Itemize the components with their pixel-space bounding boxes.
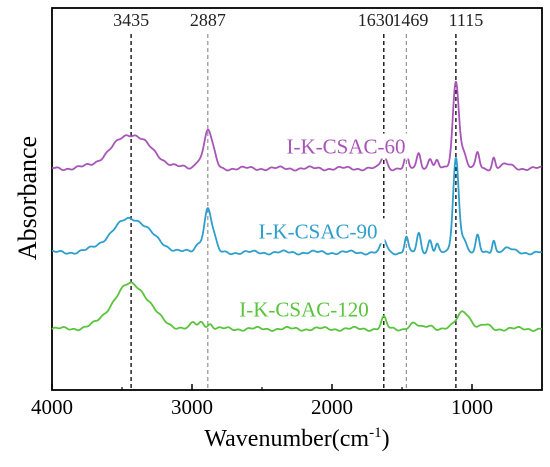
series-label-backdrop (231, 296, 377, 322)
series-line-i-k-csac-60 (51, 80, 543, 172)
x-axis-label-superscript: -1 (369, 425, 382, 441)
y-axis-label: Absorbance (13, 136, 42, 260)
series-line-i-k-csac-120 (51, 281, 543, 332)
series-label-backdrop (251, 218, 385, 244)
x-axis-label-close: ) (382, 426, 390, 452)
x-tick-label-2000: 2000 (311, 395, 353, 419)
peak-reference-lines (130, 34, 457, 390)
plot-frame (51, 7, 543, 391)
series-label-i-k-csac-120: I-K-CSAC-120 (239, 297, 369, 321)
peak-label-2887: 2887 (190, 10, 226, 30)
peak-label-1469: 1469 (392, 10, 428, 30)
x-tick-label-3000: 3000 (171, 395, 213, 419)
series-line-i-k-csac-90 (51, 157, 543, 256)
series-label-backdrop (279, 133, 413, 159)
x-tick-label-4000: 4000 (31, 395, 73, 419)
x-tick-label-1000: 1000 (451, 395, 493, 419)
series-label-i-k-csac-60: I-K-CSAC-60 (287, 135, 406, 159)
peak-label-1630: 1630 (358, 10, 394, 30)
series-group (51, 80, 543, 332)
peak-label-1115: 1115 (449, 10, 484, 30)
series-labels: I-K-CSAC-60 I-K-CSAC-90 I-K-CSAC-120 (231, 133, 413, 322)
x-axis-label: Wavenumber(cm-1) (204, 425, 389, 452)
x-axis-label-main: Wavenumber(cm (204, 426, 369, 452)
series-label-i-k-csac-90: I-K-CSAC-90 (259, 219, 378, 243)
peak-label-3435: 3435 (113, 10, 149, 30)
x-axis-ticks: 4000 3000 2000 1000 (31, 384, 493, 419)
